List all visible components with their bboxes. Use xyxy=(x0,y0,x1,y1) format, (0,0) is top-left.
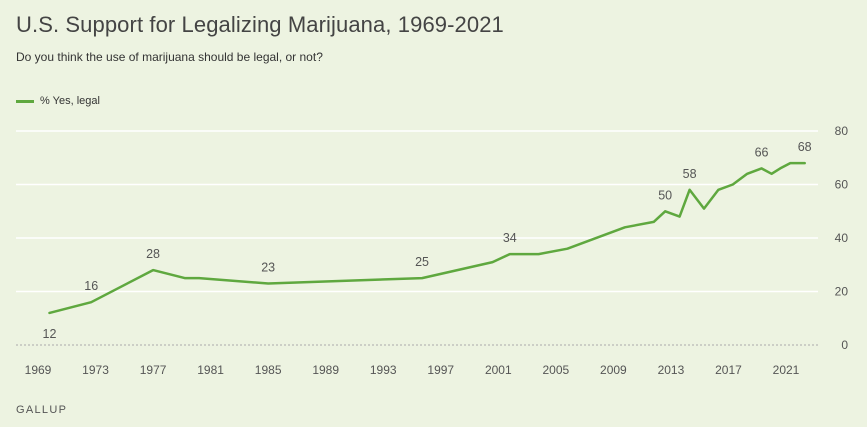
data-label: 34 xyxy=(503,231,517,245)
y-axis: 0 20 40 60 80 xyxy=(835,124,849,352)
y-tick-60: 60 xyxy=(835,178,849,192)
y-tick-20: 20 xyxy=(835,285,849,299)
chart-subtitle: Do you think the use of marijuana should… xyxy=(16,50,323,64)
gridlines xyxy=(16,130,818,346)
x-tick-1985: 1985 xyxy=(255,363,282,377)
series-group xyxy=(48,161,806,315)
data-label: 16 xyxy=(84,279,98,293)
x-tick-2021: 2021 xyxy=(773,363,800,377)
source-credit: GALLUP xyxy=(16,404,68,416)
legend-label: % Yes, legal xyxy=(40,95,100,107)
data-labels: 12 16 28 23 25 34 50 58 66 68 xyxy=(43,140,812,341)
y-tick-80: 80 xyxy=(835,124,849,138)
data-label: 23 xyxy=(261,260,275,274)
x-tick-2013: 2013 xyxy=(658,363,685,377)
x-tick-1989: 1989 xyxy=(312,363,339,377)
data-label: 58 xyxy=(683,167,697,181)
x-tick-2009: 2009 xyxy=(600,363,627,377)
x-tick-1981: 1981 xyxy=(197,363,224,377)
legend-swatch xyxy=(16,99,34,103)
y-tick-40: 40 xyxy=(835,231,849,245)
chart-title: U.S. Support for Legalizing Marijuana, 1… xyxy=(16,12,504,37)
x-tick-2017: 2017 xyxy=(715,363,742,377)
x-tick-1997: 1997 xyxy=(427,363,454,377)
data-label: 66 xyxy=(755,145,769,159)
y-tick-0: 0 xyxy=(841,338,848,352)
data-label: 50 xyxy=(658,188,672,202)
series-line-0 xyxy=(48,161,806,315)
x-tick-1969: 1969 xyxy=(25,363,52,377)
data-label: 28 xyxy=(146,247,160,261)
data-label: 12 xyxy=(43,327,57,341)
x-tick-1977: 1977 xyxy=(140,363,167,377)
x-axis: 1969 1973 1977 1981 1985 1989 1993 1997 2001 2005… xyxy=(25,363,800,377)
x-tick-2001: 2001 xyxy=(485,363,512,377)
data-label: 68 xyxy=(798,140,812,154)
x-tick-1973: 1973 xyxy=(82,363,109,377)
x-tick-1993: 1993 xyxy=(370,363,397,377)
legend: % Yes, legal xyxy=(16,95,100,107)
x-tick-2005: 2005 xyxy=(542,363,569,377)
data-label: 25 xyxy=(415,255,429,269)
